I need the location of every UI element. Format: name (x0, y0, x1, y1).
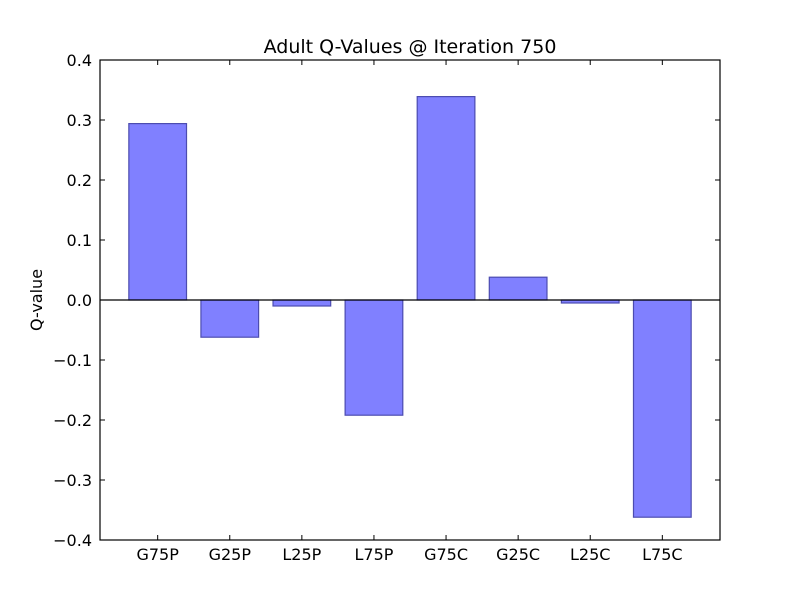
x-tick-label: L75C (642, 545, 682, 564)
y-tick-label: 0.3 (67, 111, 92, 130)
y-tick-label: −0.2 (53, 411, 92, 430)
y-tick-label: −0.1 (53, 351, 92, 370)
y-tick-label: −0.4 (53, 531, 92, 550)
x-tick-label: G75P (136, 545, 179, 564)
y-axis-ticks: −0.4 −0.3 −0.2 −0.1 0.0 0.1 0.2 0.3 0.4 (53, 51, 720, 550)
x-tick-label: G75C (424, 545, 468, 564)
y-tick-label: −0.3 (53, 471, 92, 490)
x-tick-label: G25P (209, 545, 252, 564)
bars-group (128, 95, 692, 518)
chart-title: Adult Q-Values @ Iteration 750 (264, 36, 557, 58)
y-tick-label: 0.2 (67, 171, 92, 190)
x-axis-ticks: G75P G25P L25P L75P G75C G25C L25C L75C (136, 60, 683, 564)
y-tick-label: 0.1 (67, 231, 92, 250)
y-tick-label: 0.4 (67, 51, 92, 70)
x-tick-label: L25C (570, 545, 610, 564)
y-axis-label: Q-value (27, 269, 46, 331)
x-tick-label: L75P (354, 545, 393, 564)
bar-l75p (344, 299, 404, 416)
x-tick-label: G25C (496, 545, 540, 564)
plot-frame (99, 59, 721, 541)
bar-g25p (200, 299, 260, 338)
x-tick-label: L25P (282, 545, 321, 564)
bar-g75c (416, 95, 476, 301)
bar-l75c (632, 299, 692, 518)
bar-g25c (488, 276, 548, 301)
y-tick-label: 0.0 (67, 291, 92, 310)
bar-l25p (272, 299, 332, 307)
bar-g75p (128, 122, 188, 301)
